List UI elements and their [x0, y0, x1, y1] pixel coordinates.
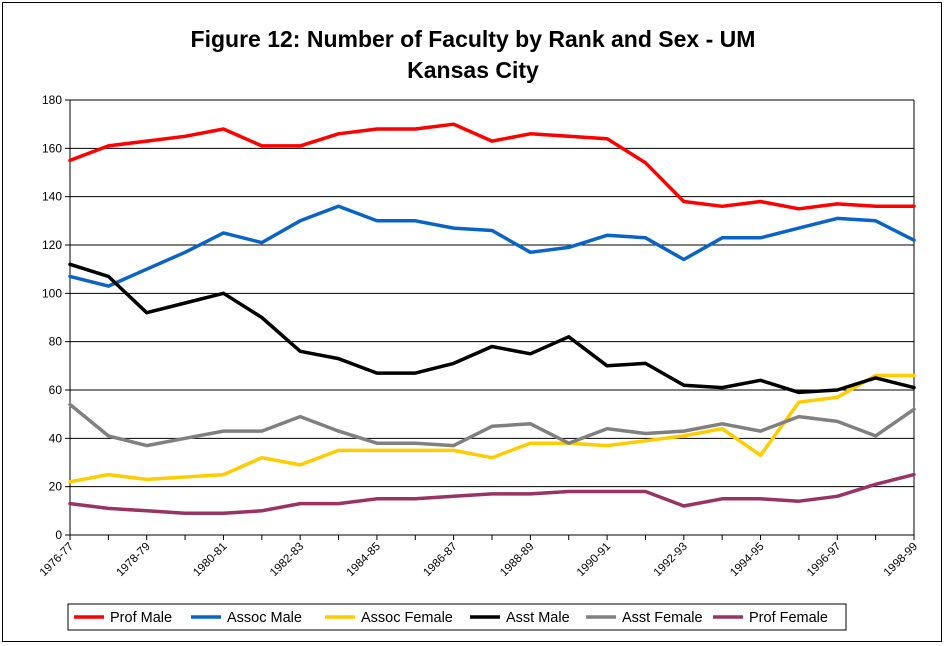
- series-line-prof-male: [68, 122, 916, 211]
- x-tick-label: 1978-79: [115, 541, 153, 579]
- series-line-prof-female: [68, 472, 916, 516]
- y-axis-ticks: 0 20 40 60 80 100 120 140 160 180: [42, 93, 70, 542]
- y-tick-label: 80: [49, 335, 63, 349]
- y-tick-label: 60: [49, 383, 63, 397]
- x-tick-label: 1984-85: [345, 541, 383, 579]
- y-tick-label: 20: [49, 480, 63, 494]
- series-line-assoc-female: [68, 373, 916, 484]
- grid-lines: [70, 99, 914, 488]
- y-tick-label: 100: [42, 286, 62, 300]
- x-tick-label: 1982-83: [268, 541, 306, 579]
- x-tick-label: 1998-99: [882, 541, 920, 579]
- x-tick-label: 1994-95: [728, 541, 766, 579]
- x-tick-label: 1976-77: [38, 541, 76, 579]
- legend-label: Prof Female: [749, 610, 828, 626]
- series-line-asst-male: [68, 262, 916, 395]
- x-tick-label: 1990-91: [575, 541, 613, 579]
- y-tick-label: 120: [42, 238, 62, 252]
- series-line-asst-female: [68, 402, 916, 448]
- legend-label: Assoc Female: [361, 610, 453, 626]
- y-tick-label: 160: [42, 141, 62, 155]
- legend-label: Prof Male: [110, 610, 172, 626]
- y-tick-label: 140: [42, 190, 62, 204]
- legend-label: Asst Female: [622, 610, 703, 626]
- x-tick-label: 1980-81: [191, 541, 229, 579]
- legend: Prof Male Assoc Male Assoc Female Asst Male…: [67, 603, 847, 631]
- series-lines: [68, 122, 916, 516]
- y-tick-label: 180: [42, 93, 62, 107]
- chart-title-line2: Kansas City: [407, 57, 539, 83]
- x-tick-label: 1988-89: [498, 541, 536, 579]
- chart-title: Figure 12: Number of Faculty by Rank and…: [0, 24, 946, 86]
- x-tick-label: 1996-97: [805, 541, 843, 579]
- x-axis-ticks: 1976-77 1978-79 1980-81 1982-83 1984-85 1986-…: [38, 535, 920, 579]
- axes: [69, 100, 915, 536]
- chart-title-line1: Figure 12: Number of Faculty by Rank and…: [190, 26, 756, 52]
- y-tick-label: 40: [49, 431, 63, 445]
- legend-label: Assoc Male: [227, 610, 302, 626]
- x-tick-label: 1986-87: [421, 541, 459, 579]
- series-line-assoc-male: [68, 204, 916, 288]
- legend-label: Asst Male: [506, 610, 570, 626]
- y-tick-label: 0: [55, 528, 62, 542]
- x-tick-label: 1992-93: [652, 541, 690, 579]
